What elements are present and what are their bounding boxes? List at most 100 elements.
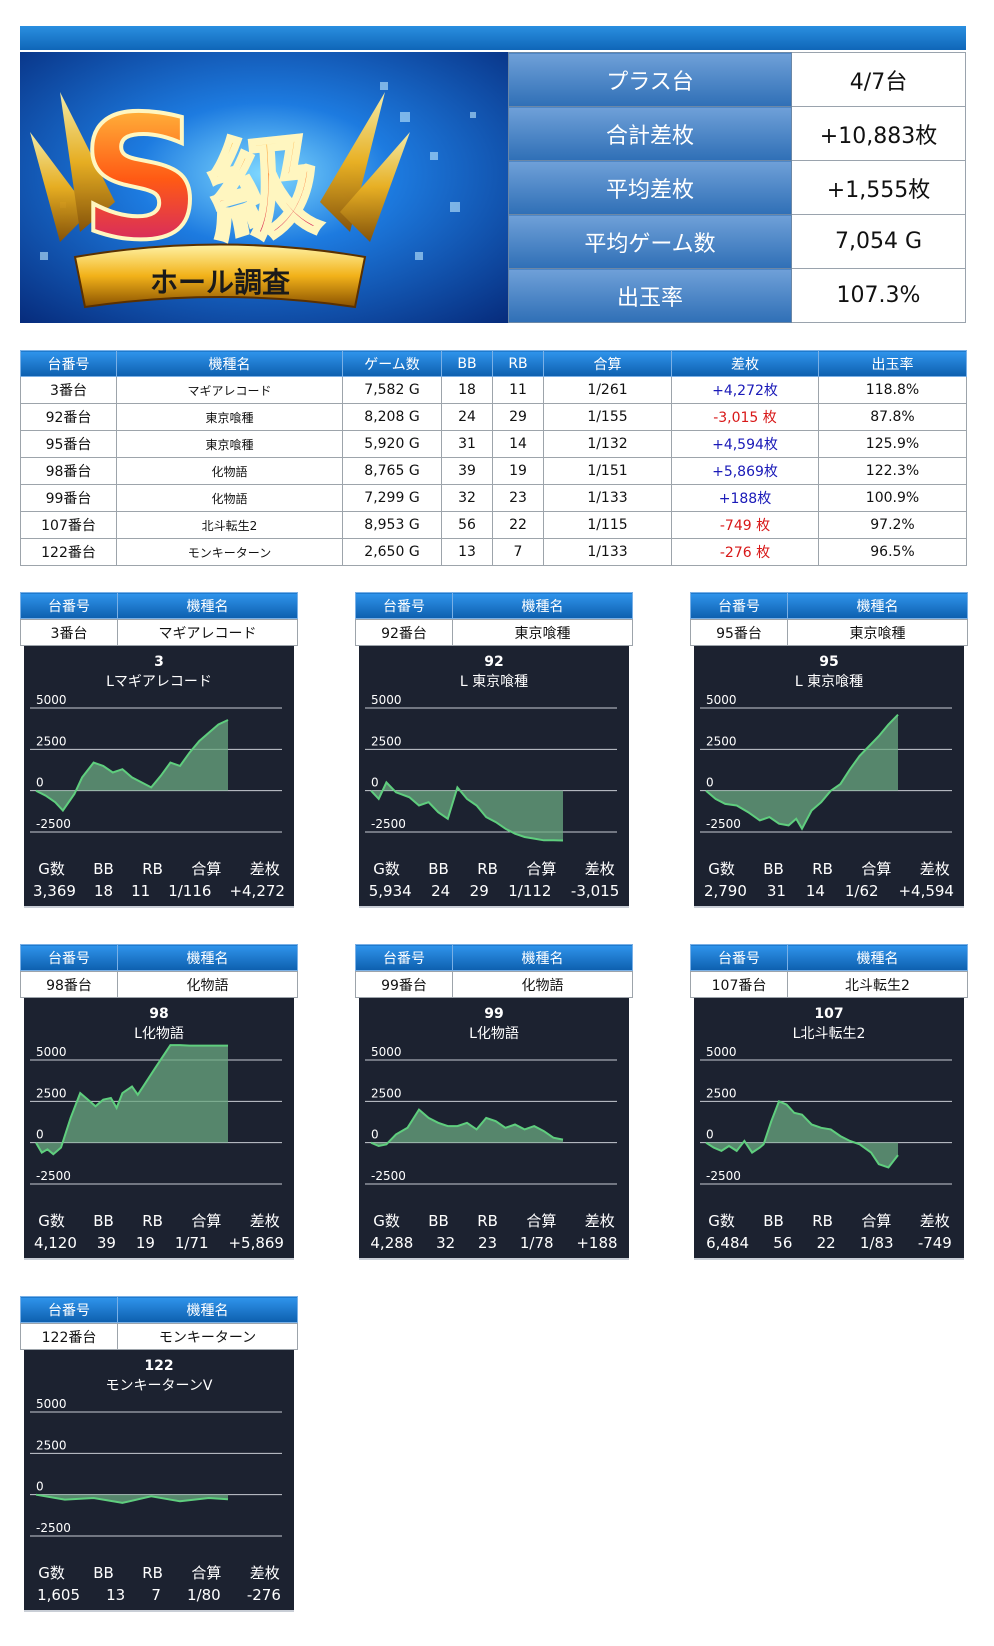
cell-diff: -276 枚: [671, 538, 819, 566]
graph-panel: 99 L化物語 5000 2500 0 -2500 G数 BB RB 合算 差枚 4,288 32 23 1…: [359, 998, 629, 1258]
slump-graph: 122 モンキーターンV 5000 2500 0 -2500: [30, 1358, 282, 1537]
machine-chart-card: 台番号 機種名 92番台 東京喰種 92 L 東京喰種 5000 2500 0 -2500 G数 BB…: [355, 592, 633, 908]
chart-title: 122: [144, 1358, 173, 1374]
stat-label: 差枚: [249, 860, 280, 878]
summary-row: 平均ゲーム数 7,054 G: [508, 214, 966, 269]
card-model-name: 北斗転生2: [787, 971, 968, 998]
card-header: 台番号 機種名: [20, 592, 298, 619]
stats-values: 4,288 32 23 1/78 +188: [359, 1232, 629, 1254]
stat-label: 差枚: [249, 1564, 280, 1582]
summary-table: プラス台 4/7台 合計差枚 +10,883枚 平均差枚 +1,555枚 平均ゲーム数 7,0…: [508, 52, 966, 323]
cell-no: 95番台: [20, 430, 117, 458]
y-tick-label: 0: [36, 1128, 44, 1142]
stats-values: 3,369 18 11 1/116 +4,272: [24, 880, 294, 902]
graph-underline: [24, 906, 294, 908]
stat-value: 1,605: [37, 1586, 81, 1604]
machine-chart-card: 台番号 機種名 98番台 化物語 98 L化物語 5000 2500 0 -2500 G数 BB RB 合…: [20, 944, 298, 1260]
cell-rb: 23: [492, 484, 544, 512]
cell-rate: 125.9%: [818, 430, 967, 458]
cell-diff: +5,869枚: [671, 457, 819, 485]
cell-rate: 100.9%: [818, 484, 967, 512]
column-header: RB: [492, 350, 544, 377]
cell-combined: 1/155: [543, 403, 672, 431]
table-row: 95番台 東京喰種 5,920 G 31 14 1/132 +4,594枚 125.9%: [20, 430, 967, 458]
stat-label: G数: [38, 1212, 65, 1230]
table-row: 98番台 化物語 8,765 G 39 19 1/151 +5,869枚 122.3%: [20, 457, 967, 485]
table-row: 122番台 モンキーターン 2,650 G 13 7 1/133 -276 枚 96.5%: [20, 538, 967, 566]
stat-value: 1/78: [519, 1234, 554, 1252]
series-area: [371, 782, 563, 841]
stat-label: RB: [142, 1212, 163, 1230]
y-tick-label: 2500: [36, 734, 67, 748]
summary-label: 平均ゲーム数: [508, 214, 792, 269]
y-tick-label: 5000: [706, 693, 737, 707]
card-stats: G数 BB RB 合算 差枚 4,120 39 19 1/71 +5,869: [24, 1210, 294, 1254]
card-header-model: 機種名: [452, 944, 633, 971]
card-machine-no: 122番台: [20, 1323, 118, 1350]
card-stats: G数 BB RB 合算 差枚 5,934 24 29 1/112 -3,015: [359, 858, 629, 902]
summary-value: 7,054 G: [791, 214, 966, 269]
stats-values: 2,790 31 14 1/62 +4,594: [694, 880, 964, 902]
stat-value: 23: [478, 1234, 498, 1252]
slump-graph: 92 L 東京喰種 5000 2500 0 -2500: [365, 654, 617, 842]
slump-graph: 99 L化物語 5000 2500 0 -2500: [365, 1006, 617, 1185]
graph-underline: [359, 1258, 629, 1260]
card-header-model: 機種名: [117, 1296, 298, 1323]
cell-rate: 122.3%: [818, 457, 967, 485]
cell-games: 5,920 G: [342, 430, 442, 458]
card-model-name: 化物語: [452, 971, 633, 998]
graph-underline: [694, 906, 964, 908]
stat-value: 11: [131, 882, 151, 900]
stats-labels: G数 BB RB 合算 差枚: [359, 1210, 629, 1232]
stat-value: 22: [816, 1234, 836, 1252]
chart-title: 107: [814, 1006, 843, 1022]
card-header: 台番号 機種名: [355, 592, 633, 619]
summary-label: 平均差枚: [508, 160, 792, 215]
stats-values: 6,484 56 22 1/83 -749: [694, 1232, 964, 1254]
slump-graph: 107 L北斗転生2 5000 2500 0 -2500: [700, 1006, 952, 1185]
cell-diff: -749 枚: [671, 511, 819, 539]
card-stats: G数 BB RB 合算 差枚 3,369 18 11 1/116 +4,272: [24, 858, 294, 902]
stat-value: 1/116: [168, 882, 212, 900]
card-model-name: マギアレコード: [117, 619, 298, 646]
summary-value: 4/7台: [791, 52, 966, 107]
cell-model: 化物語: [116, 484, 343, 512]
chart-title: 92: [484, 654, 503, 670]
stat-label: G数: [38, 1564, 65, 1582]
series-area: [706, 1101, 898, 1168]
column-header: 出玉率: [818, 350, 967, 377]
graph-underline: [24, 1258, 294, 1260]
cell-bb: 39: [441, 457, 493, 485]
stats-values: 1,605 13 7 1/80 -276: [24, 1584, 294, 1606]
slump-graph: 95 L 東京喰種 5000 2500 0 -2500: [700, 654, 952, 833]
stat-label: 合算: [861, 1212, 892, 1230]
machine-chart-card: 台番号 機種名 95番台 東京喰種 95 L 東京喰種 5000 2500 0 -2500 G数 BB…: [690, 592, 968, 908]
stats-labels: G数 BB RB 合算 差枚: [24, 1562, 294, 1584]
card-model-name: 東京喰種: [452, 619, 633, 646]
stat-value: 1/83: [859, 1234, 894, 1252]
stat-value: 18: [93, 882, 114, 900]
y-tick-label: 0: [371, 1128, 379, 1142]
card-header-no: 台番号: [355, 592, 453, 619]
stat-label: G数: [373, 860, 400, 878]
machine-chart-card: 台番号 機種名 107番台 北斗転生2 107 L北斗転生2 5000 2500 0 -2500 G…: [690, 944, 968, 1260]
card-header: 台番号 機種名: [355, 944, 633, 971]
cell-model: 東京喰種: [116, 403, 343, 431]
stat-label: BB: [93, 1212, 114, 1230]
table-row: 3番台 マギアレコード 7,582 G 18 11 1/261 +4,272枚 118.8%: [20, 376, 967, 404]
chart-subtitle: Lマギアレコード: [106, 674, 212, 690]
series-area: [706, 714, 898, 829]
stat-value: 19: [135, 1234, 155, 1252]
stat-label: G数: [708, 1212, 735, 1230]
y-tick-label: 2500: [706, 734, 737, 748]
stat-label: G数: [373, 1212, 400, 1230]
y-tick-label: -2500: [36, 1169, 71, 1183]
chart-title: 99: [484, 1006, 503, 1022]
y-tick-label: 5000: [36, 1045, 67, 1059]
stat-value: 56: [773, 1234, 793, 1252]
stat-label: BB: [428, 860, 449, 878]
summary-row: 出玉率 107.3%: [508, 268, 966, 323]
stat-value: 31: [766, 882, 786, 900]
graph-panel: 92 L 東京喰種 5000 2500 0 -2500 G数 BB RB 合算 差枚 5,934 24 2…: [359, 646, 629, 906]
stat-label: RB: [812, 860, 833, 878]
